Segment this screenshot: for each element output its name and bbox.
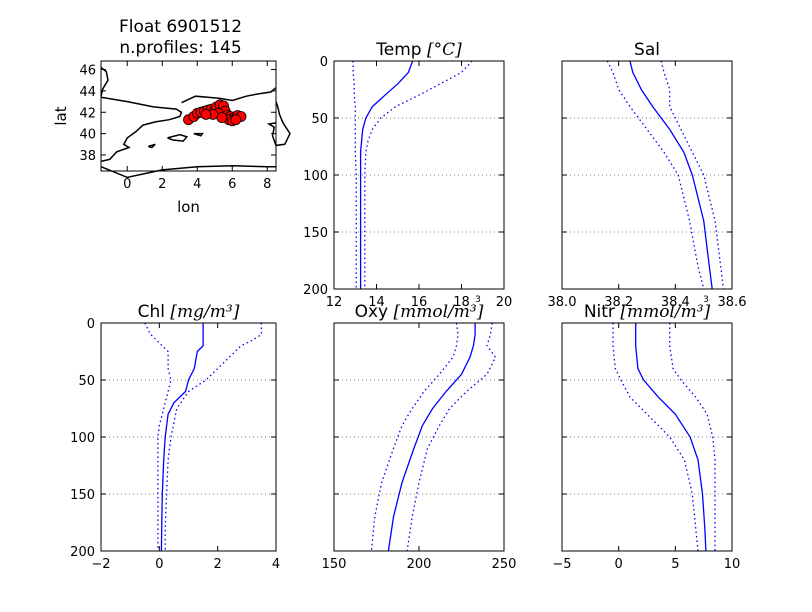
y-tick-label: 200 <box>70 545 95 560</box>
panel-title-name: Temp <box>375 40 421 60</box>
y-tick-label: 150 <box>70 488 95 503</box>
x-tick-label: −2 <box>91 557 110 572</box>
x-tick-label: 20 <box>496 295 513 310</box>
x-tick-label: 2 <box>214 557 222 572</box>
x-tick-label: 10 <box>724 557 741 572</box>
x-tick-label: 2 <box>158 177 166 192</box>
panel-title-unit: [mmol/m³] <box>615 302 711 322</box>
chart-title-line2: n.profiles: 145 <box>119 38 241 58</box>
x-tick-label: 250 <box>492 557 517 572</box>
panel-title-name: Oxy <box>355 302 389 322</box>
y-tick-label: 100 <box>70 431 95 446</box>
offset-label: 3 <box>703 295 709 305</box>
coastline-7 <box>193 132 205 137</box>
y-tick-label: 46 <box>79 64 96 79</box>
profile-panel-sal: 38.0 38.2 38.4 38.6 3 Sal <box>548 40 747 310</box>
y-tick-label: 200 <box>303 283 328 298</box>
x-tick-label: 4 <box>272 557 280 572</box>
spread-profile-line <box>144 322 172 551</box>
profile-panel-nitr: −5 0 5 10 Nitr [mmol/m³] <box>552 302 740 572</box>
panel-title: Oxy [mmol/m³] <box>355 302 484 322</box>
coastline-1 <box>100 96 183 163</box>
panel-title-name: Nitr <box>584 302 615 322</box>
y-tick-label: 100 <box>303 169 328 184</box>
y-tick-label: 38 <box>79 149 96 164</box>
panel-title: Chl [mg/m³] <box>138 302 240 322</box>
coastline-2 <box>181 87 277 104</box>
x-tick-label: 5 <box>671 557 679 572</box>
spread-profile-line <box>370 322 459 552</box>
x-axis-label: lon <box>177 198 200 216</box>
y-tick-label: 0 <box>87 317 95 332</box>
panel-title-unit: [°C] <box>422 40 463 60</box>
spread-profile-line <box>406 322 497 552</box>
x-tick-label: 38.2 <box>604 295 633 310</box>
offset-label: 3 <box>475 295 481 305</box>
spread-profile-line <box>669 323 716 551</box>
panel-title: Temp [°C] <box>375 40 462 60</box>
spread-profile-line <box>606 60 705 290</box>
x-tick-label: 38.4 <box>661 295 690 310</box>
x-tick-label: 4 <box>193 177 201 192</box>
coastline-6 <box>167 133 189 142</box>
spread-profile-line <box>612 323 699 552</box>
y-axis-label: lat <box>52 106 70 125</box>
chart-title-line1: Float 6901512 <box>119 17 242 37</box>
mean-profile-line <box>635 323 707 552</box>
coastline-3 <box>266 101 291 147</box>
y-tick-label: 150 <box>303 226 328 241</box>
panel-title-unit: [mmol/m³] <box>388 302 484 322</box>
profile-panel-oxy: 150 200 250 Oxy [mmol/m³] <box>322 302 517 572</box>
y-tick-label: 50 <box>78 374 95 389</box>
y-tick-label: 0 <box>320 55 328 70</box>
y-tick-label: 44 <box>79 85 96 100</box>
panel-title: Nitr [mmol/m³] <box>584 302 711 322</box>
profile-panel-chl: −2 0 2 4 0 50 100 150 200 Chl [mg/m³] <box>70 302 280 572</box>
y-tick-label: 50 <box>311 112 328 127</box>
spread-profile-line <box>164 323 263 551</box>
x-tick-label: 16 <box>411 295 428 310</box>
x-tick-label: 6 <box>228 177 236 192</box>
profile-panel-temp: 12 14 16 18 20 3 0 50 100 150 200 Temp [°C] <box>303 40 512 310</box>
x-tick-label: 8 <box>263 177 271 192</box>
mean-profile-line <box>629 60 713 290</box>
float-position-marker <box>200 109 212 120</box>
x-tick-label: 0 <box>155 557 163 572</box>
coastline-0 <box>100 66 109 97</box>
x-tick-label: −5 <box>552 557 571 572</box>
x-tick-label: 38.6 <box>718 295 747 310</box>
coastline-5 <box>148 143 156 149</box>
mean-profile-line <box>359 60 414 289</box>
x-tick-label: 0 <box>615 557 623 572</box>
x-tick-label: 200 <box>407 557 432 572</box>
x-tick-label: 38.0 <box>548 295 577 310</box>
x-tick-label: 0 <box>123 177 131 192</box>
x-tick-label: 18 <box>453 295 470 310</box>
x-tick-label: 150 <box>322 557 347 572</box>
panel-title-unit: [mg/m³] <box>165 302 240 322</box>
y-tick-label: 40 <box>79 128 96 143</box>
float-position-marker <box>230 114 242 126</box>
mean-profile-line <box>387 323 476 552</box>
x-tick-label: 12 <box>326 295 343 310</box>
y-tick-label: 42 <box>79 106 96 121</box>
panel-title-name: Sal <box>634 40 660 60</box>
mean-profile-line <box>160 323 204 552</box>
panel-title: Sal <box>634 40 660 60</box>
x-tick-label: 14 <box>368 295 385 310</box>
panel-title-name: Chl <box>138 302 165 322</box>
map-frame <box>100 60 277 172</box>
